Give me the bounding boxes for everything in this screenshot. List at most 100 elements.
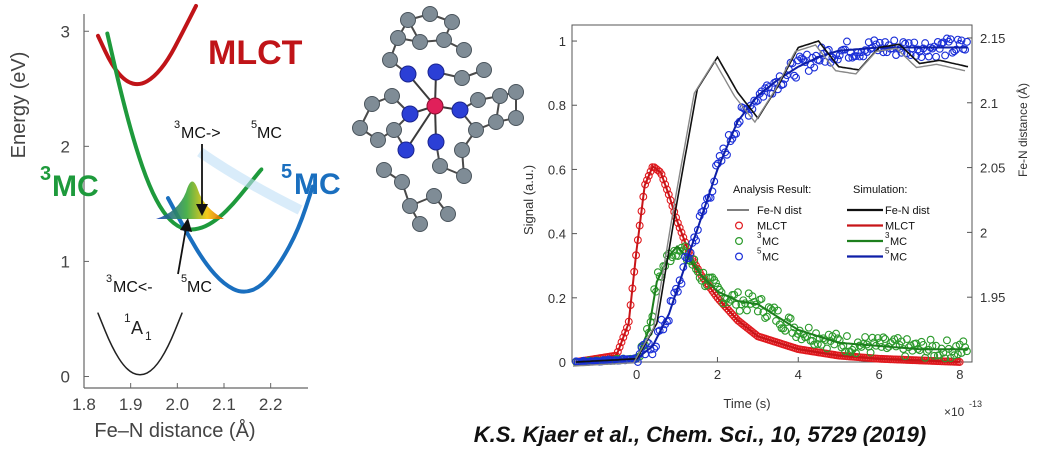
data-point-mlct (675, 223, 684, 232)
data-point-3mc (841, 347, 850, 356)
data-point-mlct (677, 228, 686, 237)
data-point-5mc (768, 89, 777, 98)
data-point-3mc (861, 333, 870, 341)
energy-x-tick-label: 2.1 (212, 395, 236, 414)
data-point-5mc (962, 37, 971, 46)
annot1-arrowhead (196, 204, 208, 216)
data-point-mlct (615, 343, 624, 351)
data-point-3mc (773, 306, 782, 315)
data-point-5mc (913, 45, 922, 54)
kinetics-legend: Analysis Result: Simulation: Fe-N dist Fe-N… (727, 184, 930, 264)
molecule-nitrogen-atom (399, 65, 417, 83)
molecule-carbon-atom (436, 32, 452, 48)
molecule-structure (352, 6, 524, 232)
x-exponent-label: ×10 -13 (944, 399, 982, 419)
data-point-5mc (897, 48, 906, 57)
data-point-3mc (961, 343, 970, 352)
kinetics-plot-frame (571, 24, 973, 363)
annot1-tail: MC (257, 125, 282, 142)
data-point-mlct (644, 171, 653, 180)
molecule-carbon-atom (432, 158, 448, 174)
data-point-mlct (659, 175, 668, 184)
energy-y-tick-label: 0 (61, 367, 70, 386)
legend-label-analysis: MC (762, 252, 779, 264)
data-point-5mc (957, 36, 966, 45)
mc5-superscript: 5 (281, 161, 292, 183)
data-point-5mc (890, 36, 899, 45)
energy-x-tick-label: 1.9 (119, 395, 143, 414)
data-point-3mc (962, 347, 971, 356)
data-point-5mc (759, 92, 768, 101)
legend-label-superscript: 5 (757, 247, 762, 256)
data-point-5mc (844, 53, 853, 62)
data-point-mlct (681, 238, 690, 247)
data-point-3mc (832, 329, 840, 338)
molecule-carbon-atom (508, 110, 524, 126)
energy-y-tick-label: 2 (61, 137, 70, 156)
annot2-sup-mid: 5 (181, 273, 187, 285)
mc3-text: MC (52, 170, 99, 203)
data-point-3mc (742, 306, 751, 315)
data-point-3mc (673, 252, 682, 260)
a1-subscript: 1 (145, 329, 152, 343)
x-exponent-base: ×10 (944, 405, 965, 419)
energy-x-tick-label: 1.8 (72, 395, 96, 414)
data-point-3mc (735, 306, 744, 315)
time-x-tick-label: 8 (956, 367, 963, 382)
data-point-mlct (679, 233, 688, 242)
data-point-3mc (942, 336, 951, 345)
energy-curve-mlct (96, 3, 198, 87)
a1-state-label: 1 A 1 (124, 311, 152, 343)
molecule-nitrogen-atom (401, 105, 419, 123)
data-point-5mc (744, 111, 753, 120)
data-point-5mc (739, 104, 748, 112)
data-point-5mc (879, 48, 888, 57)
data-point-5mc (842, 37, 851, 46)
x-exponent-power: -13 (969, 399, 982, 409)
energy-x-axis-label: Fe–N distance (Å) (94, 419, 255, 442)
molecule-carbon-atom (384, 88, 400, 104)
data-point-3mc (748, 292, 757, 301)
molecule-carbon-atom (426, 188, 442, 204)
data-point-3mc (786, 314, 795, 323)
molecule-carbon-atom (386, 122, 402, 138)
signal-y-tick-label: 0.6 (548, 162, 566, 177)
data-point-5mc (677, 279, 686, 288)
data-point-3mc (879, 333, 888, 342)
energy-y-axis-label: Energy (eV) (8, 52, 30, 159)
data-point-5mc (950, 47, 959, 56)
data-point-mlct (664, 190, 673, 199)
data-point-3mc (753, 307, 762, 316)
data-point-5mc (750, 96, 759, 105)
fen-y2-tick-label: 2 (980, 225, 987, 240)
data-point-5mc (910, 38, 919, 47)
citation-text: K.S. Kjaer et al., Chem. Sci., 10, 5729 … (474, 422, 926, 446)
mlct-state-label: MLCT (208, 34, 303, 72)
data-point-5mc (748, 105, 757, 114)
legend-swatch-marker (734, 221, 743, 230)
molecule-nitrogen-atom (427, 63, 445, 81)
molecule-carbon-atom (456, 168, 472, 184)
annot2-sup-pre: 3 (106, 273, 112, 285)
data-point-3mc (813, 340, 822, 349)
energy-x-tick-label: 2.0 (166, 395, 190, 414)
data-point-3mc (926, 335, 935, 344)
data-point-3mc (690, 255, 699, 264)
mc5-state-label: 5 MC (281, 161, 341, 201)
annot1-sup-mid: 5 (251, 119, 257, 131)
data-point-5mc (835, 51, 844, 60)
data-point-5mc (935, 44, 944, 53)
data-point-3mc (881, 335, 890, 343)
energy-x-tick-label: 2.2 (259, 395, 283, 414)
legend-label-sim-superscript: 5 (885, 247, 890, 256)
molecule-carbon-atom (382, 52, 398, 68)
data-point-3mc (941, 354, 950, 363)
molecule-carbon-atom (476, 62, 492, 78)
legend-label-simulation: MLCT (885, 221, 915, 233)
data-point-3mc (693, 268, 702, 276)
energy-diagram: 1.8 1.9 2.0 2.1 2.2 0 1 2 3 Energy (eV) Fe–N dis… (0, 0, 341, 442)
molecule-carbon-atom (468, 122, 484, 138)
data-point-5mc (830, 55, 839, 64)
